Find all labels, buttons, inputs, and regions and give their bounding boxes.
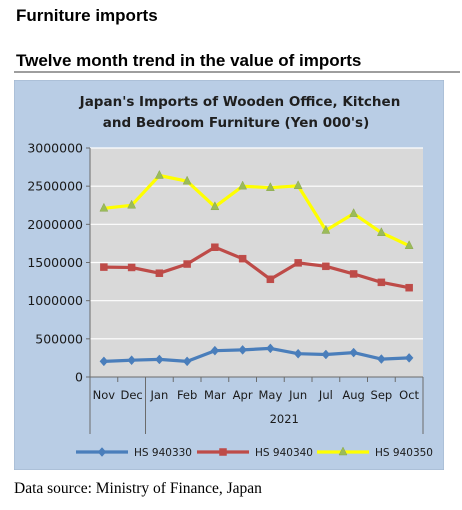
x-tick-label: Dec [120,388,142,402]
x-tick-label: Jan [150,388,169,402]
data-point [349,347,358,358]
x-tick-label: Aug [342,388,364,402]
data-point [183,260,191,268]
divider [14,71,460,73]
data-point [238,180,248,190]
data-point [127,355,136,366]
y-tick-label: 2000000 [27,217,83,232]
data-point [100,263,108,271]
data-point [99,356,109,367]
y-tick-label: 1500000 [27,255,83,270]
data-point [376,227,386,236]
data-source-note: Data source: Ministry of Finance, Japan [14,480,262,497]
x-tick-label: Mar [204,388,226,402]
y-tick-label: 3000000 [27,141,83,156]
plot-area [90,147,423,377]
series-hs-940330 [99,343,414,367]
data-point [182,356,192,367]
data-point [294,259,302,267]
y-tick-label: 500000 [35,331,83,346]
data-point [377,278,386,287]
data-point [99,202,109,212]
series-line [103,173,410,248]
data-point [349,270,358,278]
legend-item: HS 940350 [317,446,433,459]
data-point [210,345,220,356]
data-point [293,348,303,359]
data-point [182,175,192,185]
legend-item: HS 940330 [76,447,192,459]
data-point [127,263,136,272]
series-line [103,245,410,290]
data-point [155,354,164,365]
data-point [293,180,303,190]
x-tick-label: Apr [233,388,253,402]
page-heading: Furniture imports [16,6,158,25]
x-tick-label: May [258,388,282,402]
x-tick-label: Feb [177,388,197,402]
data-point [238,345,247,355]
data-point [404,240,414,249]
data-point [127,199,137,209]
data-point [210,201,220,211]
data-point [219,448,227,456]
data-point [338,446,348,456]
legend-label: HS 940350 [375,447,433,459]
data-point [155,269,164,277]
data-point [238,254,247,263]
data-point [321,224,331,234]
legend-label: HS 940340 [255,447,313,459]
chart-title-line-1: Japan's Imports of Wooden Office, Kitche… [79,94,401,110]
y-tick-label: 1000000 [27,293,83,308]
x-tick-label: Nov [93,388,116,402]
series-line [103,346,410,363]
data-point [266,343,275,354]
y-tick-label: 0 [75,370,83,385]
data-point [266,275,275,284]
series-hs-940340 [100,243,413,292]
legend: HS 940330 HS 940340 HS 940350 [76,446,433,459]
data-point [211,243,219,251]
x-tick-label: Jul [318,388,333,402]
series-hs-940350 [99,169,414,249]
data-point [97,447,107,457]
data-point [321,349,331,360]
x-tick-label: Oct [399,388,419,402]
data-point [404,353,414,363]
data-point [154,169,164,179]
data-point [322,262,330,271]
x-group-label: 2021 [270,412,299,426]
page-subheading: Twelve month trend in the value of impor… [16,51,362,70]
series-group [99,169,414,367]
chart-title-line-2: and Bedroom Furniture (Yen 000's) [103,115,370,131]
x-tick-label: Sep [371,388,393,402]
axes: 0 500000 1000000 1500000 2000000 2500000 30000… [27,141,424,434]
data-point [405,283,413,292]
data-point [377,354,386,364]
x-tick-label: Jun [288,388,307,402]
data-point [265,182,275,191]
y-tick-label: 2500000 [27,179,83,194]
line-chart: Japan's Imports of Wooden Office, Kitche… [14,80,444,470]
legend-item: HS 940340 [197,447,313,459]
legend-label: HS 940330 [134,447,192,459]
data-point [349,208,359,217]
